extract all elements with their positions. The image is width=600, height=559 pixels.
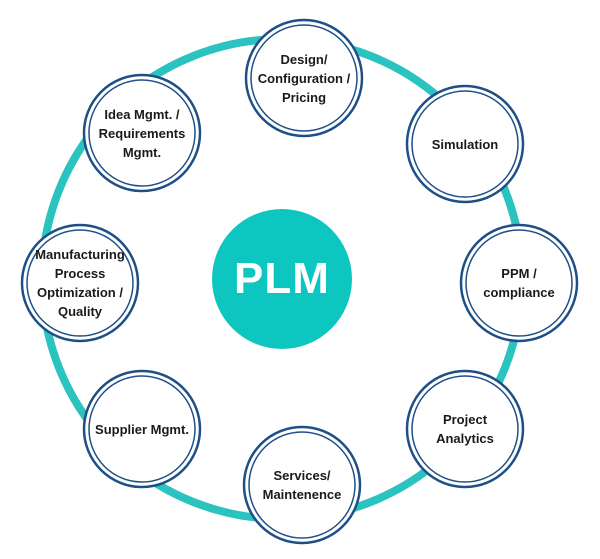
node-simulation: [405, 84, 525, 204]
node-supplier: [82, 369, 202, 489]
node-inner-ring: [88, 375, 196, 483]
node-manufacturing: [20, 223, 140, 343]
node-inner-ring: [248, 431, 356, 539]
nodes-layer: [20, 18, 579, 545]
node-ppm: [459, 223, 579, 343]
node-inner-ring: [411, 375, 519, 483]
node-design: [244, 18, 364, 138]
node-inner-ring: [26, 229, 134, 337]
node-inner-ring: [465, 229, 573, 337]
node-services: [242, 425, 362, 545]
center-circle: [212, 209, 352, 349]
node-inner-ring: [250, 24, 358, 132]
node-idea: [82, 73, 202, 193]
node-project-analytics: [405, 369, 525, 489]
node-inner-ring: [88, 79, 196, 187]
node-inner-ring: [411, 90, 519, 198]
